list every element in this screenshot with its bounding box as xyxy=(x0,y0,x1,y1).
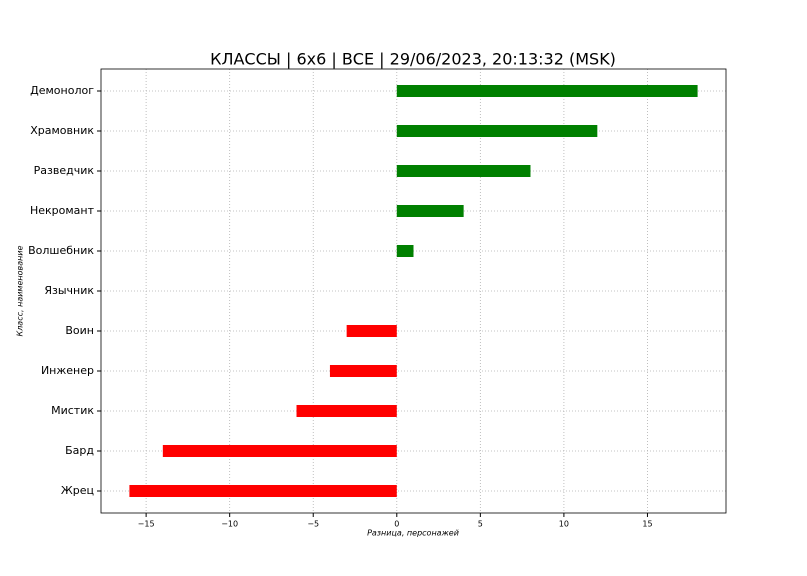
y-tick-label: Мистик xyxy=(51,404,94,417)
chart-title: КЛАССЫ | 6x6 | ВСЕ | 29/06/2023, 20:13:3… xyxy=(210,50,616,69)
x-tick-label: −5 xyxy=(307,520,319,529)
x-tick-label: 5 xyxy=(478,520,483,529)
y-tick-label: Разведчик xyxy=(34,164,95,177)
bar xyxy=(346,325,397,337)
y-tick-label: Волшебник xyxy=(28,244,94,257)
bar xyxy=(396,85,698,97)
bar xyxy=(396,125,598,137)
y-tick-label: Храмовник xyxy=(30,124,94,137)
y-tick-label: Язычник xyxy=(44,284,94,297)
x-tick-label: −10 xyxy=(221,520,238,529)
x-tick-label: 15 xyxy=(642,520,652,529)
y-tick-label: Жрец xyxy=(61,484,94,497)
x-tick-label: −15 xyxy=(138,520,155,529)
bar xyxy=(129,485,397,497)
x-tick-label: 0 xyxy=(394,520,399,529)
y-tick-label: Бард xyxy=(65,444,94,457)
bar xyxy=(296,405,397,417)
bar xyxy=(396,245,414,257)
y-axis-label: Класс, наименование xyxy=(16,245,25,336)
bar xyxy=(162,445,397,457)
y-tick-label: Некромант xyxy=(30,204,95,217)
x-tick-label: 10 xyxy=(559,520,569,529)
plot-frame xyxy=(100,68,727,514)
x-axis-label: Разница, персонажей xyxy=(367,529,459,538)
bar xyxy=(396,165,531,177)
bar xyxy=(396,205,464,217)
y-tick-label: Воин xyxy=(65,324,94,337)
y-tick-label: Инженер xyxy=(41,364,94,377)
y-tick-label: Демонолог xyxy=(30,84,94,97)
bar xyxy=(329,365,397,377)
